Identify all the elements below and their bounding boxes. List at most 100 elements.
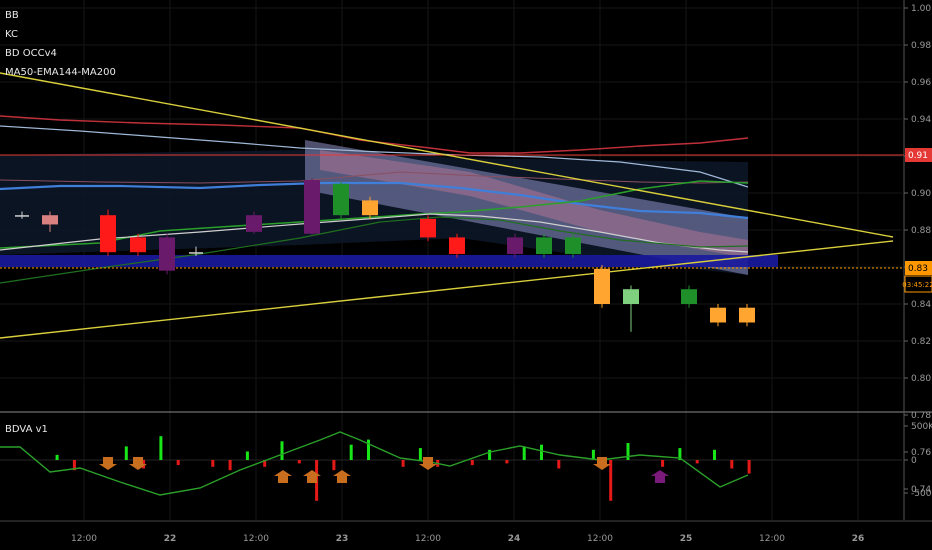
buy-arrow-icon xyxy=(303,470,321,483)
time-tick-label: 12:00 xyxy=(587,534,613,544)
candle xyxy=(15,211,29,219)
occ-channel-inner xyxy=(320,150,748,258)
volume-bar xyxy=(332,460,336,471)
candle-body xyxy=(333,183,349,216)
candle xyxy=(304,178,320,236)
volume-bar xyxy=(661,460,665,467)
indicator-label-ma[interactable]: MA50-EMA144-MA200 xyxy=(5,67,116,78)
candle-body xyxy=(565,237,581,255)
candle-body xyxy=(420,218,436,238)
kc-mid-line xyxy=(0,171,749,184)
volume-bar xyxy=(540,444,543,460)
time-tick-label: 23 xyxy=(336,534,349,544)
candle-body xyxy=(362,200,378,216)
countdown-label: 03:45:22 xyxy=(902,281,932,289)
ma50-line xyxy=(0,181,749,220)
volume-bar xyxy=(626,443,630,460)
candle-body xyxy=(739,307,755,323)
volume-bar xyxy=(747,460,751,474)
candle-body xyxy=(42,215,58,225)
volume-bar xyxy=(211,460,215,467)
price-tick-label: 0.76 xyxy=(911,448,931,458)
price-tick-label: 0.80 xyxy=(911,374,931,384)
volume-bar xyxy=(245,451,249,460)
volume-bar xyxy=(505,460,509,464)
candle xyxy=(710,304,726,327)
volume-bar xyxy=(609,460,613,501)
price-tick-label: 0.96 xyxy=(911,78,931,88)
last-price-label: 0.83 xyxy=(908,264,928,274)
sell-arrow-icon xyxy=(593,457,611,470)
price-tick-label: 0.94 xyxy=(911,115,931,125)
volume-bar xyxy=(730,460,734,469)
candle-body xyxy=(100,215,116,253)
volume-bar xyxy=(591,449,595,460)
volume-bar xyxy=(557,460,561,469)
price-tick-label: 0.88 xyxy=(911,226,931,236)
candle-body xyxy=(449,237,465,255)
candle xyxy=(507,233,523,258)
candle-body xyxy=(681,289,697,304)
volume-bar xyxy=(678,448,682,460)
sell-arrow-icon xyxy=(99,457,117,470)
indicator-label-bb[interactable]: BB xyxy=(5,10,19,21)
candle xyxy=(565,233,581,258)
volume-bar xyxy=(713,449,716,460)
candle xyxy=(362,196,378,219)
indicator-label-bdva[interactable]: BDVA v1 xyxy=(5,424,48,435)
volume-bar xyxy=(297,460,301,464)
price-tick-label: 0.84 xyxy=(911,300,931,310)
ascending-trendline[interactable] xyxy=(0,240,894,339)
candle xyxy=(420,215,436,242)
volume-tick-label: 500K xyxy=(911,422,932,432)
candle-body xyxy=(623,289,639,304)
support-zone-band xyxy=(0,255,778,267)
time-axis: 12:00 22 12:00 23 12:00 24 12:00 25 12:00 26 xyxy=(71,534,864,544)
indicator-lines xyxy=(0,115,749,284)
indicator-label-kc[interactable]: KC xyxy=(5,29,18,40)
candle-body xyxy=(15,215,29,217)
last-price-tag: 0.83 xyxy=(905,261,932,275)
time-tick-label: 12:00 xyxy=(243,534,269,544)
candle-body xyxy=(507,237,523,255)
resistance-price-label: 0.91 xyxy=(908,151,928,161)
volume-axis: 500K 0 -500K xyxy=(904,422,932,499)
candle xyxy=(100,209,116,256)
candle-body xyxy=(189,252,203,254)
indicator-label-bd-occ[interactable]: BD OCCv4 xyxy=(5,48,57,59)
candle-body xyxy=(159,237,175,271)
candle xyxy=(739,304,755,327)
candle xyxy=(42,211,58,232)
candle-body xyxy=(130,237,146,253)
buy-arrow-icon xyxy=(333,470,351,483)
buy-arrow-icon xyxy=(651,470,669,483)
time-tick-label: 12:00 xyxy=(415,534,441,544)
descending-trendline[interactable] xyxy=(0,72,894,238)
candle xyxy=(536,233,552,258)
candle xyxy=(449,233,465,258)
price-tick-label: 0.82 xyxy=(911,337,931,347)
sell-arrow-icon xyxy=(419,457,437,470)
volume-bar xyxy=(159,436,163,460)
time-tick-label: 22 xyxy=(164,534,177,544)
volume-bar xyxy=(522,446,526,460)
candles xyxy=(15,178,755,332)
time-tick-label: 26 xyxy=(852,534,865,544)
volume-bar xyxy=(228,460,232,471)
candle xyxy=(130,233,146,256)
volume-bar xyxy=(124,446,128,460)
resistance-price-tag: 0.91 xyxy=(905,148,932,162)
volume-bar xyxy=(488,449,492,460)
volume-bar xyxy=(418,448,422,460)
volume-arrows xyxy=(99,457,669,483)
candle xyxy=(681,285,697,308)
candle xyxy=(189,246,203,256)
candle-body xyxy=(710,307,726,323)
volume-bar xyxy=(349,444,353,460)
candle-body xyxy=(594,268,610,304)
kc-upper-line xyxy=(0,125,749,188)
volume-tick-label: -500K xyxy=(911,489,932,499)
volume-bar xyxy=(263,460,267,467)
